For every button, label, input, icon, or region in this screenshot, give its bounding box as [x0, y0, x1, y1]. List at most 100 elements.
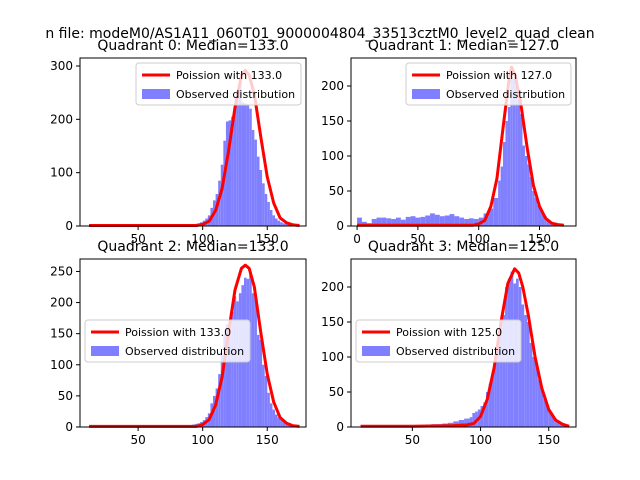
quadrant-1-hist-bar	[430, 213, 435, 226]
quadrant-2-hist-bar	[272, 409, 275, 427]
quadrant-0-hist-bar	[280, 222, 283, 226]
quadrant-3-legend: Poission with 125.0 Observed distribution	[355, 319, 522, 363]
quadrant-3-hist-bar	[483, 402, 486, 427]
quadrant-0-hist-bar	[264, 194, 268, 226]
quadrant-1-axes-frame	[350, 57, 577, 227]
quadrant-3-hist-bar	[491, 372, 495, 427]
quadrant-3-legend-label-poisson: Poission with 125.0	[396, 326, 502, 339]
quadrant-3-legend-hist-swatch	[362, 346, 390, 356]
quadrant-1-hist-bar	[454, 216, 460, 226]
quadrant-1-hist-bar	[512, 79, 516, 226]
quadrant-2-hist-bar	[275, 414, 278, 427]
quadrant-2-hist-bar	[236, 301, 239, 427]
quadrant-1-hist-bar	[546, 219, 550, 226]
quadrant-0-hist-bar	[282, 223, 286, 226]
quadrant-3-legend-box	[355, 319, 522, 363]
quadrant-1-hist-bar	[520, 114, 523, 226]
quadrant-0-hist-bar	[256, 156, 260, 226]
quadrant-0-hist-bar	[262, 183, 265, 226]
quadrant-2-hist-bar	[215, 388, 219, 427]
quadrant-0-axes-frame	[79, 57, 307, 227]
quadrant-1-legend-hist-swatch	[412, 89, 440, 99]
quadrant-0-hist-bar	[249, 108, 252, 226]
quadrant-0-legend: Poission with 133.0 Observed distribution	[135, 62, 302, 106]
quadrant-3-hist-bar	[546, 406, 549, 427]
quadrant-2-ytick-label: 50	[58, 389, 73, 403]
quadrant-2-hist-bar	[225, 324, 229, 427]
quadrant-1-hist-bar	[400, 219, 406, 226]
quadrant-1-hist-bar	[405, 216, 411, 226]
quadrant-3-ytick-label: 50	[329, 385, 344, 399]
quadrant-3-hist-bar	[464, 418, 467, 427]
quadrant-3-hist-bar	[469, 417, 473, 427]
quadrant-3-ytick-label: 0	[336, 420, 344, 434]
quadrant-0-hist-bar	[254, 139, 257, 226]
quadrant-1-hist-bar	[527, 164, 530, 226]
quadrant-2-ytick-label: 0	[65, 420, 73, 434]
quadrant-3-hist-bar	[466, 418, 470, 427]
quadrant-0-hist-bar	[272, 215, 275, 226]
quadrant-0-legend-hist-swatch	[142, 89, 170, 99]
quadrant-3-hist-bar	[472, 413, 476, 427]
quadrant-1-hist-bar	[507, 107, 511, 226]
quadrant-1-legend: Poission with 127.0 Observed distribution	[405, 62, 572, 106]
quadrant-1-hist-bar	[381, 217, 387, 226]
quadrant-2-hist-bar	[267, 392, 270, 427]
quadrant-3-xtick-label: 150	[537, 433, 560, 447]
quadrant-3-hist-bar	[502, 315, 506, 427]
quadrant-3-hist-bar	[559, 423, 563, 427]
quadrant-1-hist-bar	[500, 166, 504, 226]
quadrant-1-xtick-label: 150	[528, 232, 551, 246]
quadrant-2-hist-bar	[231, 311, 234, 427]
quadrant-2-hist-bar	[223, 333, 226, 427]
quadrant-0-hist-bar	[218, 180, 221, 226]
quadrant-3-legend-label-observed: Observed distribution	[396, 345, 515, 358]
quadrant-3-hist-bar	[496, 338, 500, 427]
quadrant-1-hist-bar	[498, 180, 501, 226]
quadrant-1-hist-bar	[415, 217, 421, 226]
quadrant-0-xtick-label: 150	[256, 232, 279, 246]
quadrant-2-hist-bar	[218, 374, 221, 427]
quadrant-3-ytick-label: 100	[321, 350, 344, 364]
figure-suptitle: n file: modeM0/AS1A11_060T01_9000004804_…	[45, 26, 594, 42]
quadrant-1-hist-bar	[503, 142, 506, 226]
quadrant-2-hist-bar	[282, 422, 286, 427]
quadrant-1-hist-bar	[510, 77, 513, 226]
quadrant-3-axes-frame	[350, 258, 577, 428]
quadrant-2-hist-bar	[262, 364, 265, 427]
quadrant-1-hist-bar	[459, 217, 465, 226]
quadrant-0-hist-bar	[228, 120, 232, 226]
quadrant-1-legend-label-observed: Observed distribution	[446, 88, 565, 101]
quadrant-1-hist-bar	[493, 198, 499, 226]
quadrant-1-hist-bar	[541, 213, 545, 226]
quadrant-3-hist-bar	[526, 322, 530, 427]
quadrant-1-chart: Quadrant 1: Median=127.0 0 50 100 150 0 50 100 1…	[321, 38, 577, 246]
quadrant-1-hist-bar	[434, 214, 440, 226]
quadrant-1-ytick-label: 100	[321, 149, 344, 163]
quadrant-1-hist-bar	[517, 100, 521, 226]
quadrant-2-hist-bar	[264, 375, 268, 427]
quadrant-2-hist-bar	[256, 334, 260, 427]
quadrant-0-xtick-label: 50	[130, 232, 145, 246]
quadrant-1-ytick-label: 0	[336, 219, 344, 233]
quadrant-0-hist-bar	[233, 109, 237, 226]
quadrant-3-hist-bar	[548, 411, 552, 427]
quadrant-2-hist-bar	[277, 417, 281, 427]
quadrant-2-hist-bar	[220, 353, 224, 427]
quadrant-2-hist-bar	[269, 403, 273, 427]
quadrant-1-hist-bar	[539, 207, 542, 226]
quadrant-1-hist-bar	[505, 121, 508, 226]
quadrant-1-hist-bar	[522, 145, 525, 226]
quadrant-1-hist-bar	[534, 198, 538, 226]
quadrant-2-legend-label-observed: Observed distribution	[125, 345, 244, 358]
quadrant-3-hist-bar	[488, 383, 492, 427]
quadrant-0-xtick-label: 100	[191, 232, 214, 246]
quadrant-1-hist-bar	[537, 205, 540, 226]
quadrant-1-legend-label-poisson: Poission with 127.0	[446, 69, 552, 82]
quadrant-0-hist-bar	[269, 210, 273, 226]
quadrant-3-hist-bar	[535, 362, 538, 427]
quadrant-0-legend-label-poisson: Poission with 133.0	[176, 69, 282, 82]
quadrant-0-chart: Quadrant 0: Median=133.0 50 100 150 0 100 200 3…	[50, 38, 307, 246]
quadrant-2-poisson-curve	[89, 263, 300, 428]
